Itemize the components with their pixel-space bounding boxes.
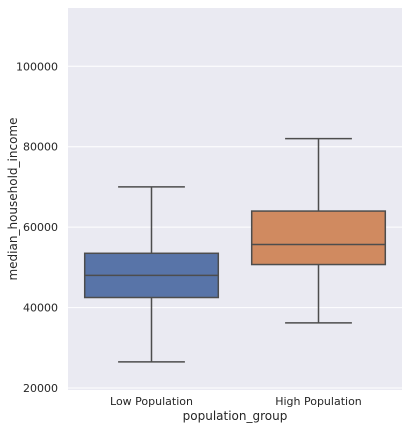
plot-area: [68, 8, 402, 390]
y-axis-ticks: 20000 40000 60000 80000 100000: [16, 60, 58, 395]
y-tick-label: 40000: [23, 302, 58, 315]
x-tick-label: High Population: [275, 395, 362, 408]
box-group: [250, 137, 387, 324]
x-axis-ticks: Low Population High Population: [110, 395, 362, 408]
y-tick-label: 20000: [23, 382, 58, 395]
box-iqr: [250, 210, 387, 266]
box-group: [83, 186, 220, 363]
boxes: [83, 137, 387, 363]
y-tick-label: 80000: [23, 141, 58, 154]
x-tick-label: Low Population: [110, 395, 193, 408]
y-tick-label: 100000: [16, 60, 58, 73]
y-axis-label: median_household_income: [6, 117, 20, 280]
x-axis-label: population_group: [183, 409, 288, 423]
grid-lines: [68, 65, 402, 389]
y-tick-label: 60000: [23, 221, 58, 234]
